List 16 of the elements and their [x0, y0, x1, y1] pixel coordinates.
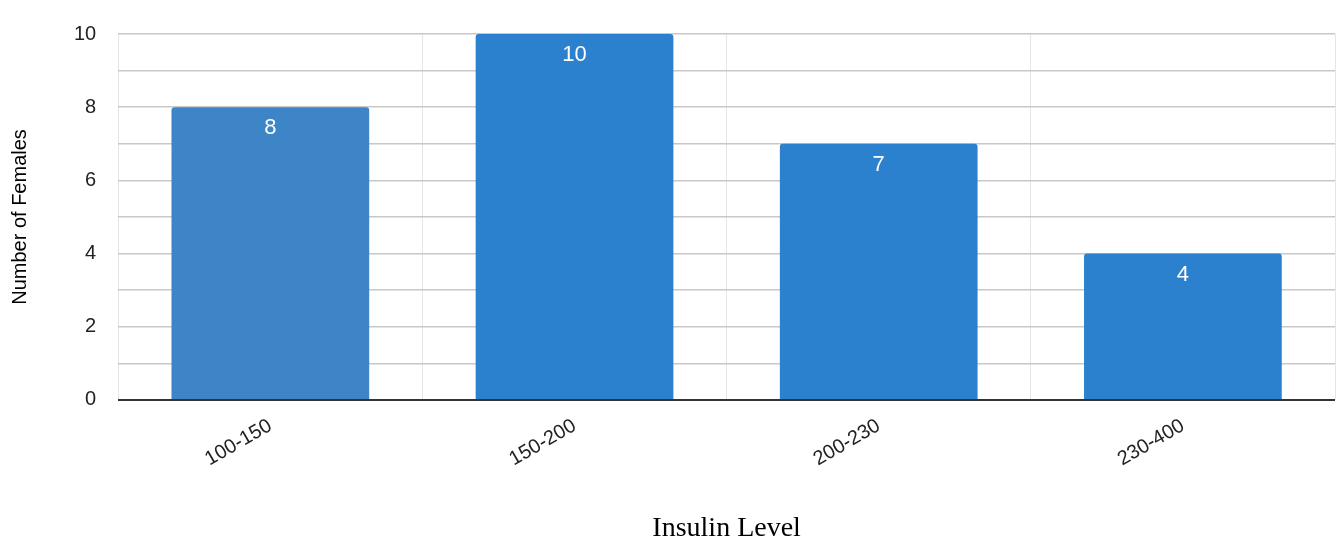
x-axis-title: Insulin Level	[652, 510, 802, 542]
y-tick-label: 4	[85, 241, 97, 264]
data-label: 10	[562, 41, 587, 67]
y-tick-label: 2	[85, 314, 97, 337]
data-label: 4	[1176, 260, 1190, 286]
data-label: 8	[264, 114, 277, 140]
bar	[475, 34, 674, 399]
y-tick-label: 8	[85, 94, 97, 117]
y-tick-label: 10	[74, 21, 97, 44]
bar	[171, 107, 370, 399]
y-axis-title: Number of Females	[7, 129, 30, 305]
data-label: 7	[872, 150, 885, 176]
y-tick-label: 6	[85, 167, 97, 190]
y-tick-label: 0	[85, 387, 97, 410]
bar	[1084, 253, 1282, 399]
bar	[779, 143, 978, 399]
